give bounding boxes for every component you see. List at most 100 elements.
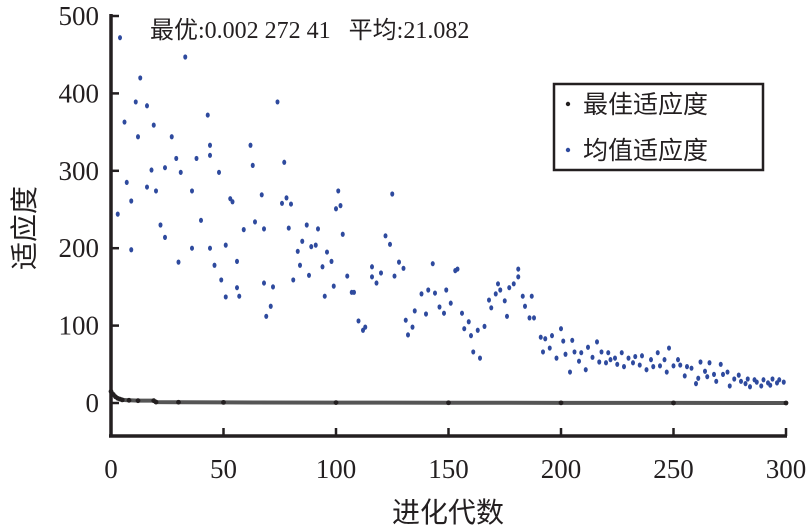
mean-fitness-point	[595, 339, 599, 345]
x-axis-label: 进化代数	[392, 496, 504, 529]
mean-fitness-point	[732, 376, 737, 382]
mean-fitness-point	[444, 287, 449, 293]
mean-fitness-point	[505, 313, 509, 319]
mean-fitness-point	[469, 333, 473, 339]
mean-fitness-point	[370, 264, 374, 270]
mean-fitness-point	[498, 287, 503, 293]
best-average-annotation: 最优:0.002 272 41 平均:21.082	[150, 17, 469, 44]
mean-fitness-point	[259, 192, 264, 198]
legend-marker-mean	[565, 147, 571, 153]
mean-fitness-point	[529, 293, 534, 299]
mean-fitness-point	[622, 364, 626, 370]
mean-fitness-point	[183, 54, 188, 60]
mean-fitness-point	[559, 326, 563, 332]
x-tick-label: 50	[210, 454, 237, 484]
y-tick-label: 0	[86, 388, 100, 418]
mean-fitness-point	[129, 247, 134, 253]
mean-fitness-point	[392, 273, 397, 279]
mean-fitness-point	[543, 336, 548, 342]
mean-fitness-point	[430, 261, 435, 267]
best-fitness-point	[783, 400, 789, 406]
mean-fitness-point	[739, 378, 743, 384]
mean-fitness-point	[651, 364, 656, 370]
mean-fitness-point	[442, 310, 446, 316]
mean-fitness-point	[579, 350, 584, 356]
mean-fitness-point	[248, 142, 253, 148]
mean-fitness-point	[745, 376, 750, 382]
mean-fitness-point	[163, 165, 167, 171]
best-fitness-point	[671, 400, 676, 406]
mean-fitness-point	[493, 291, 498, 297]
mean-fitness-point	[712, 371, 716, 377]
mean-fitness-point	[151, 122, 156, 128]
mean-fitness-point	[176, 259, 181, 265]
x-tick-label: 100	[316, 454, 357, 484]
mean-fitness-point	[205, 112, 210, 118]
mean-fitness-point	[163, 234, 167, 240]
mean-fitness-point	[649, 357, 653, 363]
mean-fitness-point	[511, 281, 516, 287]
mean-fitness-point	[424, 311, 428, 317]
mean-fitness-point	[489, 305, 494, 311]
mean-fitness-point	[471, 349, 476, 355]
mean-fitness-point	[289, 201, 293, 207]
best-fitness-point	[135, 398, 141, 404]
mean-fitness-point	[149, 167, 154, 173]
mean-fitness-point	[590, 354, 595, 360]
mean-fitness-point	[304, 222, 309, 228]
mean-fitness-point	[219, 277, 224, 283]
mean-fitness-point	[550, 333, 554, 339]
mean-fitness-point	[124, 179, 129, 186]
mean-fitness-point	[133, 99, 138, 105]
best-fitness-point	[446, 400, 451, 406]
mean-fitness-point	[374, 280, 379, 286]
mean-fitness-point	[561, 338, 566, 344]
mean-fitness-point	[658, 363, 662, 369]
y-tick-label: 400	[59, 78, 100, 108]
mean-fitness-point	[122, 119, 127, 125]
mean-fitness-point	[689, 365, 694, 371]
mean-fitness-point	[433, 290, 437, 296]
mean-fitness-point	[115, 211, 120, 217]
mean-fitness-point	[329, 258, 334, 264]
mean-fitness-point	[586, 344, 590, 350]
mean-fitness-point	[169, 134, 174, 140]
mean-fitness-point	[761, 377, 766, 383]
mean-fitness-point	[448, 300, 453, 306]
mean-fitness-point	[331, 283, 336, 289]
mean-fitness-point	[608, 357, 613, 363]
mean-fitness-point	[336, 188, 341, 194]
mean-fitness-point	[523, 303, 527, 309]
mean-fitness-point	[572, 349, 577, 355]
mean-fitness-point	[777, 377, 782, 383]
mean-fitness-point	[199, 217, 203, 223]
mean-fitness-point	[403, 317, 408, 323]
mean-fitness-point	[401, 265, 406, 271]
mean-fitness-point	[388, 241, 392, 247]
mean-fitness-point	[412, 308, 417, 314]
mean-fitness-point	[158, 222, 163, 228]
mean-fitness-point	[241, 227, 246, 233]
mean-fitness-point	[136, 134, 140, 140]
mean-fitness-point	[718, 361, 723, 367]
mean-fitness-point	[577, 358, 581, 364]
mean-fitness-point	[568, 369, 572, 375]
plot-marks	[108, 35, 789, 406]
mean-fitness-point	[696, 375, 701, 381]
mean-fitness-point	[759, 383, 764, 389]
mean-fitness-point	[482, 323, 487, 329]
mean-fitness-point	[208, 245, 212, 251]
mean-fitness-point	[637, 362, 642, 368]
best-fitness-point	[153, 399, 159, 405]
mean-fitness-point	[230, 199, 235, 205]
mean-fitness-point	[390, 191, 395, 197]
mean-fitness-point	[145, 103, 149, 109]
mean-fitness-point	[532, 315, 536, 321]
mean-fitness-point	[154, 188, 158, 194]
mean-fitness-point	[502, 298, 507, 304]
mean-fitness-point	[309, 244, 314, 250]
mean-fitness-point	[383, 233, 388, 239]
y-tick-label: 200	[59, 233, 100, 263]
mean-fitness-point	[397, 259, 401, 265]
